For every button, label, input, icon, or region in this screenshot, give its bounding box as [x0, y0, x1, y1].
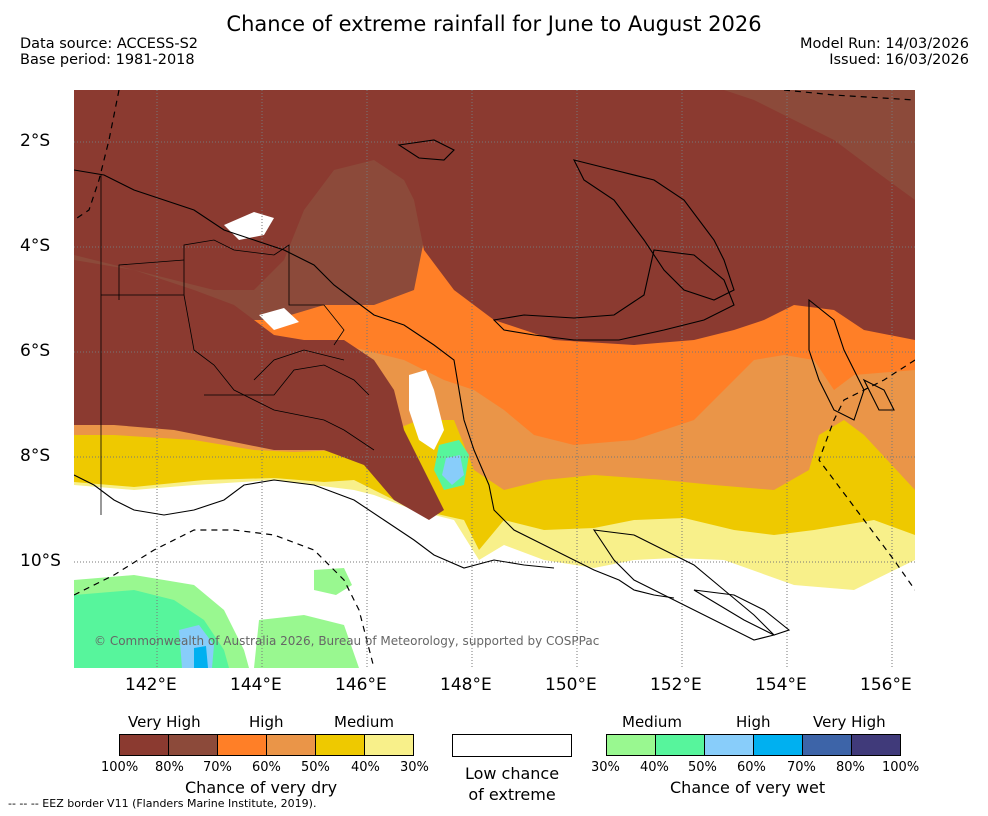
wet-legend-tick: 40% — [640, 760, 669, 775]
wet-legend-tick: 60% — [737, 760, 766, 775]
base-period: Base period: 1981-2018 — [20, 52, 195, 68]
dry-legend-header: Medium — [334, 713, 394, 731]
lat-label: 2°S — [20, 131, 51, 151]
copyright-notice: © Commonwealth of Australia 2026, Bureau… — [94, 634, 600, 648]
lon-label: 156°E — [860, 675, 912, 695]
dry-legend-swatches — [119, 734, 414, 756]
wet-swatch — [705, 735, 754, 755]
dry-legend-tick: 60% — [252, 760, 281, 775]
lon-label: 150°E — [545, 675, 597, 695]
dry-swatch — [120, 735, 169, 755]
lat-label: 10°S — [20, 551, 61, 571]
data-source: Data source: ACCESS-S2 — [20, 36, 199, 52]
dry-legend-header: Very High — [128, 713, 201, 731]
dry-legend-tick: 80% — [155, 760, 184, 775]
field-wet-medium-30-south — [254, 615, 359, 668]
grid-lines — [74, 90, 915, 668]
wet-legend-header: Very High — [813, 713, 886, 731]
wet-legend-label: Chance of very wet — [670, 778, 826, 797]
lat-label: 6°S — [20, 341, 51, 361]
lon-label: 142°E — [125, 675, 177, 695]
wet-swatch — [803, 735, 852, 755]
low-chance-swatch — [452, 734, 572, 757]
lon-label: 148°E — [440, 675, 492, 695]
lat-label: 8°S — [20, 446, 51, 466]
dry-swatch — [267, 735, 316, 755]
low-chance-label-1: Low chance — [464, 764, 560, 783]
wet-swatch — [754, 735, 803, 755]
lon-label: 152°E — [650, 675, 702, 695]
wet-legend-tick: 30% — [591, 760, 620, 775]
rainfall-map: © Commonwealth of Australia 2026, Bureau… — [74, 90, 915, 668]
dry-legend-header: High — [249, 713, 284, 731]
dry-legend-tick: 50% — [301, 760, 330, 775]
dry-legend-tick: 100% — [101, 760, 139, 775]
dry-legend-tick: 70% — [203, 760, 232, 775]
field-wet-high-60-sw — [194, 646, 208, 668]
model-run: Model Run: 14/03/2026 — [799, 36, 969, 52]
lon-label: 144°E — [230, 675, 282, 695]
field-low-chance-3 — [409, 370, 444, 450]
dry-swatch — [316, 735, 365, 755]
eez-footnote: -- -- -- EEZ border V11 (Flanders Marine… — [8, 797, 317, 810]
dry-swatch — [365, 735, 413, 755]
dry-swatch — [169, 735, 218, 755]
eez-borders — [74, 90, 915, 668]
wet-legend-tick: 100% — [882, 760, 920, 775]
dry-legend-label: Chance of very dry — [185, 778, 338, 797]
wet-legend-tick: 80% — [836, 760, 865, 775]
rainfall-map-svg — [74, 90, 915, 668]
lat-label: 4°S — [20, 236, 51, 256]
field-wet-medium-30-small — [314, 568, 352, 595]
field-wet-high-50-north — [442, 455, 464, 485]
wet-legend-header: Medium — [622, 713, 682, 731]
issued-date: Issued: 16/03/2026 — [829, 52, 969, 68]
wet-swatch — [656, 735, 705, 755]
dry-legend-tick: 30% — [400, 760, 429, 775]
field-low-chance-2 — [259, 308, 299, 330]
dry-swatch — [218, 735, 267, 755]
field-dry-very-high-100 — [74, 90, 915, 345]
wet-swatch — [607, 735, 656, 755]
dry-legend-tick: 40% — [351, 760, 380, 775]
lon-label: 146°E — [335, 675, 387, 695]
field-dry-very-high-100-south — [74, 260, 444, 520]
map-title: Chance of extreme rainfall for June to A… — [226, 12, 762, 36]
lon-label: 154°E — [755, 675, 807, 695]
coastlines — [74, 139, 895, 641]
wet-swatch — [852, 735, 900, 755]
low-chance-label-2: of extreme — [468, 785, 556, 804]
wet-legend-tick: 50% — [688, 760, 717, 775]
province-borders — [100, 175, 375, 515]
wet-legend-header: High — [736, 713, 771, 731]
wet-legend-swatches — [606, 734, 901, 756]
wet-legend-tick: 70% — [787, 760, 816, 775]
